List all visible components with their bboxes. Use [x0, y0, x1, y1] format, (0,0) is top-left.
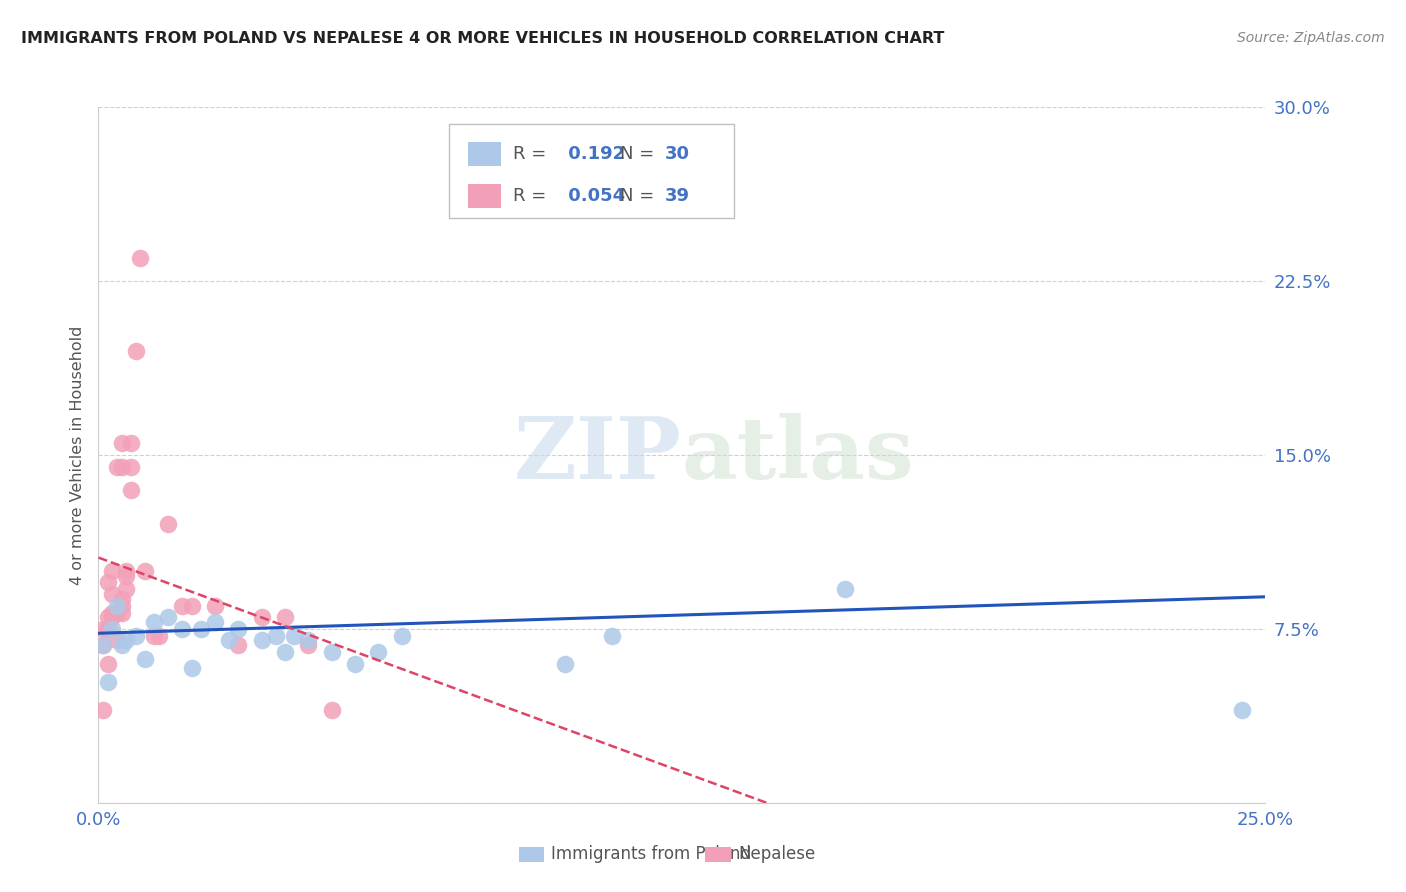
- Point: [274, 610, 297, 624]
- Point: [105, 633, 128, 648]
- Point: [367, 645, 389, 659]
- Point: [97, 622, 120, 636]
- Point: [97, 610, 120, 624]
- Text: R =: R =: [513, 145, 551, 163]
- Point: [264, 629, 287, 643]
- Point: [125, 629, 148, 643]
- Point: [125, 343, 148, 358]
- Point: [115, 633, 138, 648]
- Point: [101, 610, 124, 624]
- Point: [101, 606, 124, 620]
- Point: [91, 622, 114, 636]
- FancyBboxPatch shape: [449, 124, 734, 219]
- Point: [120, 459, 142, 474]
- Point: [148, 629, 170, 643]
- Point: [391, 629, 413, 643]
- Bar: [468, 184, 501, 208]
- Point: [120, 436, 142, 450]
- Point: [101, 564, 124, 578]
- Point: [600, 629, 623, 643]
- Point: [97, 575, 120, 590]
- Point: [250, 633, 273, 648]
- Text: N =: N =: [620, 186, 659, 205]
- Point: [91, 703, 114, 717]
- Point: [172, 599, 194, 613]
- Point: [218, 633, 240, 648]
- Point: [321, 703, 343, 717]
- Point: [204, 599, 226, 613]
- Point: [105, 606, 128, 620]
- Point: [120, 483, 142, 497]
- Point: [105, 599, 128, 613]
- Point: [101, 587, 124, 601]
- Point: [250, 610, 273, 624]
- Point: [228, 622, 250, 636]
- Point: [115, 582, 138, 597]
- Point: [274, 645, 297, 659]
- Point: [834, 582, 856, 597]
- Point: [111, 591, 134, 606]
- Point: [134, 564, 156, 578]
- Text: R =: R =: [513, 186, 551, 205]
- Point: [111, 606, 134, 620]
- Point: [115, 564, 138, 578]
- Point: [134, 652, 156, 666]
- Point: [1230, 703, 1253, 717]
- Text: Nepalese: Nepalese: [738, 846, 815, 863]
- Text: 30: 30: [665, 145, 689, 163]
- Point: [297, 633, 319, 648]
- Y-axis label: 4 or more Vehicles in Household: 4 or more Vehicles in Household: [69, 326, 84, 584]
- Point: [283, 629, 305, 643]
- Text: atlas: atlas: [682, 413, 914, 497]
- Text: 39: 39: [665, 186, 689, 205]
- Bar: [706, 847, 731, 862]
- Text: IMMIGRANTS FROM POLAND VS NEPALESE 4 OR MORE VEHICLES IN HOUSEHOLD CORRELATION C: IMMIGRANTS FROM POLAND VS NEPALESE 4 OR …: [21, 31, 945, 46]
- Point: [115, 568, 138, 582]
- Point: [297, 638, 319, 652]
- Point: [180, 599, 202, 613]
- Text: 0.192: 0.192: [562, 145, 624, 163]
- Point: [143, 615, 166, 629]
- Point: [554, 657, 576, 671]
- Point: [228, 638, 250, 652]
- Point: [111, 599, 134, 613]
- Point: [111, 436, 134, 450]
- Point: [97, 675, 120, 690]
- Point: [344, 657, 367, 671]
- Point: [172, 622, 194, 636]
- Point: [101, 622, 124, 636]
- Point: [91, 638, 114, 652]
- Text: 0.054: 0.054: [562, 186, 624, 205]
- Point: [97, 657, 120, 671]
- Point: [157, 610, 180, 624]
- Bar: [468, 142, 501, 166]
- Point: [204, 615, 226, 629]
- Point: [111, 638, 134, 652]
- Bar: [519, 847, 544, 862]
- Point: [190, 622, 212, 636]
- Point: [157, 517, 180, 532]
- Point: [129, 251, 152, 265]
- Point: [105, 459, 128, 474]
- Text: Source: ZipAtlas.com: Source: ZipAtlas.com: [1237, 31, 1385, 45]
- Text: N =: N =: [620, 145, 659, 163]
- Text: ZIP: ZIP: [515, 413, 682, 497]
- Text: Immigrants from Poland: Immigrants from Poland: [551, 846, 751, 863]
- Point: [111, 459, 134, 474]
- Point: [321, 645, 343, 659]
- Point: [91, 638, 114, 652]
- Point: [143, 629, 166, 643]
- Point: [180, 661, 202, 675]
- Point: [530, 188, 553, 202]
